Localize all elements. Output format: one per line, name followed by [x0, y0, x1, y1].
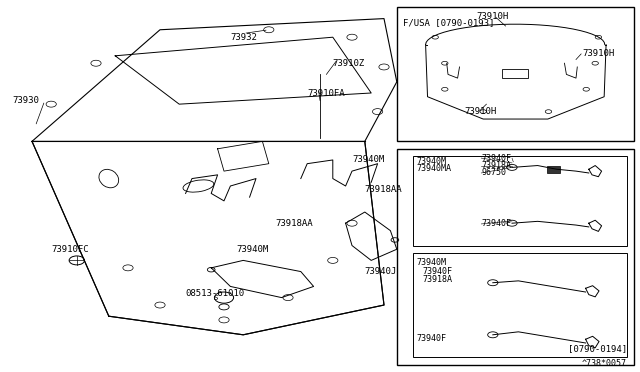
- Text: 73910H: 73910H: [582, 49, 614, 58]
- Text: 73918A: 73918A: [482, 161, 512, 170]
- Text: 73918A: 73918A: [422, 275, 452, 283]
- Text: 73918AA: 73918AA: [365, 185, 403, 194]
- Text: 73910Z: 73910Z: [333, 59, 365, 68]
- Text: S: S: [214, 295, 219, 301]
- Text: 08513-61010: 08513-61010: [186, 289, 244, 298]
- Text: 73918AA: 73918AA: [275, 219, 313, 228]
- Text: 73940J: 73940J: [365, 267, 397, 276]
- Text: 73940F: 73940F: [416, 334, 446, 343]
- Text: 73932: 73932: [230, 33, 257, 42]
- Text: 96750: 96750: [482, 169, 507, 177]
- Text: 73910FC: 73910FC: [51, 245, 89, 254]
- Text: 73910H: 73910H: [465, 107, 497, 116]
- FancyBboxPatch shape: [547, 166, 560, 173]
- Text: 73940F: 73940F: [482, 154, 512, 163]
- Text: 73930: 73930: [13, 96, 40, 105]
- Text: F/USA [0790-0193]: F/USA [0790-0193]: [403, 19, 495, 28]
- Text: ^738*0057: ^738*0057: [582, 359, 627, 368]
- Text: 73940F: 73940F: [482, 219, 512, 228]
- Text: 73940F: 73940F: [422, 267, 452, 276]
- Text: 73940M: 73940M: [237, 245, 269, 254]
- Text: 73940MA: 73940MA: [416, 164, 451, 173]
- Text: 73910FA: 73910FA: [307, 89, 345, 97]
- Text: 73910H: 73910H: [477, 12, 509, 21]
- Text: [0790-0194]: [0790-0194]: [568, 344, 627, 353]
- Text: 73940M: 73940M: [352, 155, 384, 164]
- Text: 73940M: 73940M: [416, 258, 446, 267]
- Text: 73940M: 73940M: [416, 157, 446, 166]
